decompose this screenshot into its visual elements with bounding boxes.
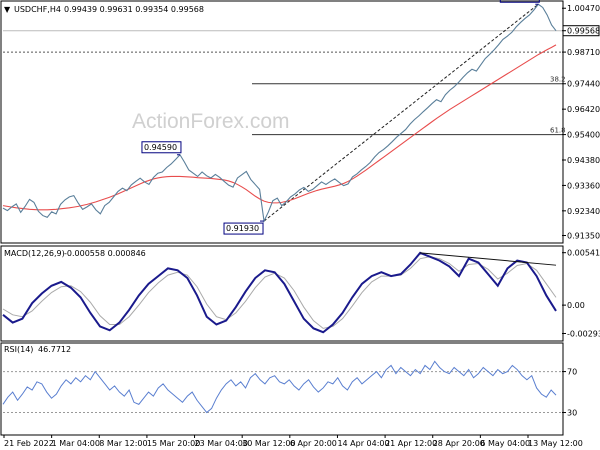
price-header-title: USDCHF,H4 <box>14 5 61 14</box>
rsi-line <box>2 360 557 414</box>
macd-header-values: -0.000558 0.000846 <box>64 249 146 258</box>
annotation-2: 1.00630 <box>502 0 535 1</box>
x-tick-label-8: 21 Apr 12:00 <box>385 439 437 448</box>
macd-trendline <box>420 252 557 266</box>
fib-level-label-1: 61.8 <box>550 127 566 135</box>
price-y-tick-8: 0.92340 <box>567 207 600 216</box>
annotation-0: 0.94590 <box>144 143 177 152</box>
price-y-tick-0: 1.00470 <box>567 4 600 13</box>
x-tick-label-6: 6 Apr 20:00 <box>290 439 337 448</box>
macd-panel-frame <box>0 245 564 342</box>
price-y-tick-9: 0.91350 <box>567 232 600 241</box>
price-y-tick-3: 0.97440 <box>567 80 600 89</box>
x-tick-label-7: 14 Apr 04:00 <box>337 439 389 448</box>
macd-main-line <box>2 251 557 334</box>
annotation-0-box <box>141 141 182 154</box>
price-trendline <box>263 3 539 222</box>
annotation-1-box <box>223 222 264 235</box>
x-tick-label-4: 23 Mar 04:00 <box>195 439 248 448</box>
macd-y-tick-0: 0.005419 <box>567 249 600 258</box>
price-header-arrow: ▼ <box>4 5 11 14</box>
macd-header-title: MACD(12,26,9) <box>4 249 65 258</box>
price-line <box>2 3 557 223</box>
x-tick-label-10: 6 May 04:00 <box>480 439 530 448</box>
annotation-1: 0.91930 <box>226 224 259 233</box>
macd-y-tick-2: -0.00293 <box>567 329 600 338</box>
rsi-header-value: 46.7712 <box>38 345 71 354</box>
x-tick-label-11: 13 May 12:00 <box>528 439 583 448</box>
price-y-tick-1: 0.99568 <box>567 27 600 36</box>
rsi-layer: 70 30 <box>2 360 577 418</box>
price-layer: 38.2 61.8 0.94590 0.91930 1.00630 1.00470 0.99… <box>2 0 600 241</box>
x-tick-label-0: 21 Feb 2022 <box>4 439 54 448</box>
price-y-tick-7: 0.93360 <box>567 181 600 190</box>
watermark: ActionForex.com <box>132 110 290 133</box>
x-tick-label-3: 15 Mar 20:00 <box>147 439 200 448</box>
rsi-header-title: RSI(14) <box>4 345 33 354</box>
annotation-2-box <box>499 0 540 3</box>
x-tick-label-2: 8 Mar 12:00 <box>99 439 147 448</box>
rsi-y-tick-0: 70 <box>567 368 577 377</box>
price-header-ohlc: 0.99439 0.99631 0.99354 0.99568 <box>64 5 204 14</box>
rsi-panel-frame <box>0 342 564 436</box>
macd-layer: 0.005419 0.00 -0.00293 <box>2 249 600 338</box>
x-tick-label-9: 28 Apr 20:00 <box>433 439 485 448</box>
price-y-tick-6: 0.94380 <box>567 156 600 165</box>
fib-level-label-0: 38.2 <box>550 76 566 84</box>
x-tick-label-5: 30 Mar 12:00 <box>242 439 295 448</box>
price-y-tick-4: 0.96420 <box>567 105 600 114</box>
price-y-tick-5: 0.95400 <box>567 131 600 140</box>
rsi-y-tick-1: 30 <box>567 409 577 418</box>
x-tick-label-1: 1 Mar 04:00 <box>52 439 100 448</box>
price-y-tick-2: 0.98710 <box>567 48 600 57</box>
macd-y-tick-1: 0.00 <box>567 301 585 310</box>
